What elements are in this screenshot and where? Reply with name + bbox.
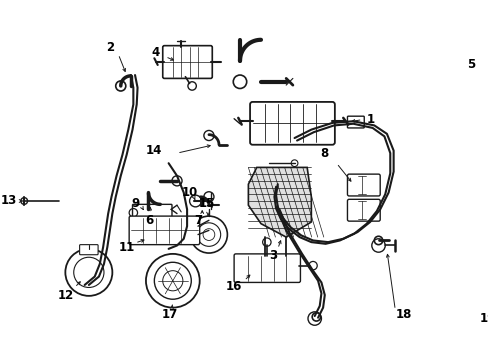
FancyBboxPatch shape: [234, 254, 300, 283]
Text: 4: 4: [152, 46, 160, 59]
Text: 14: 14: [146, 144, 162, 157]
FancyBboxPatch shape: [347, 174, 380, 196]
Text: 8: 8: [319, 147, 327, 159]
Text: 12: 12: [58, 289, 74, 302]
FancyBboxPatch shape: [132, 204, 172, 221]
Text: 9: 9: [131, 197, 139, 210]
FancyBboxPatch shape: [80, 245, 98, 255]
Text: 16: 16: [225, 280, 242, 293]
Text: 18: 18: [395, 308, 411, 321]
Text: 1: 1: [366, 113, 374, 126]
FancyBboxPatch shape: [347, 199, 380, 221]
Polygon shape: [248, 167, 311, 237]
Text: 5: 5: [466, 58, 474, 71]
FancyBboxPatch shape: [347, 116, 364, 128]
Text: 13: 13: [1, 194, 17, 207]
Text: 15: 15: [199, 197, 215, 210]
Text: 10: 10: [181, 186, 197, 199]
Text: 19: 19: [479, 312, 488, 325]
Text: 17: 17: [162, 308, 178, 321]
FancyBboxPatch shape: [249, 102, 334, 145]
Text: 3: 3: [269, 249, 277, 262]
Text: 6: 6: [145, 214, 153, 227]
Text: 7: 7: [194, 214, 202, 227]
Text: 11: 11: [118, 241, 135, 254]
FancyBboxPatch shape: [129, 216, 199, 245]
FancyBboxPatch shape: [163, 46, 212, 78]
Text: 2: 2: [105, 41, 114, 54]
